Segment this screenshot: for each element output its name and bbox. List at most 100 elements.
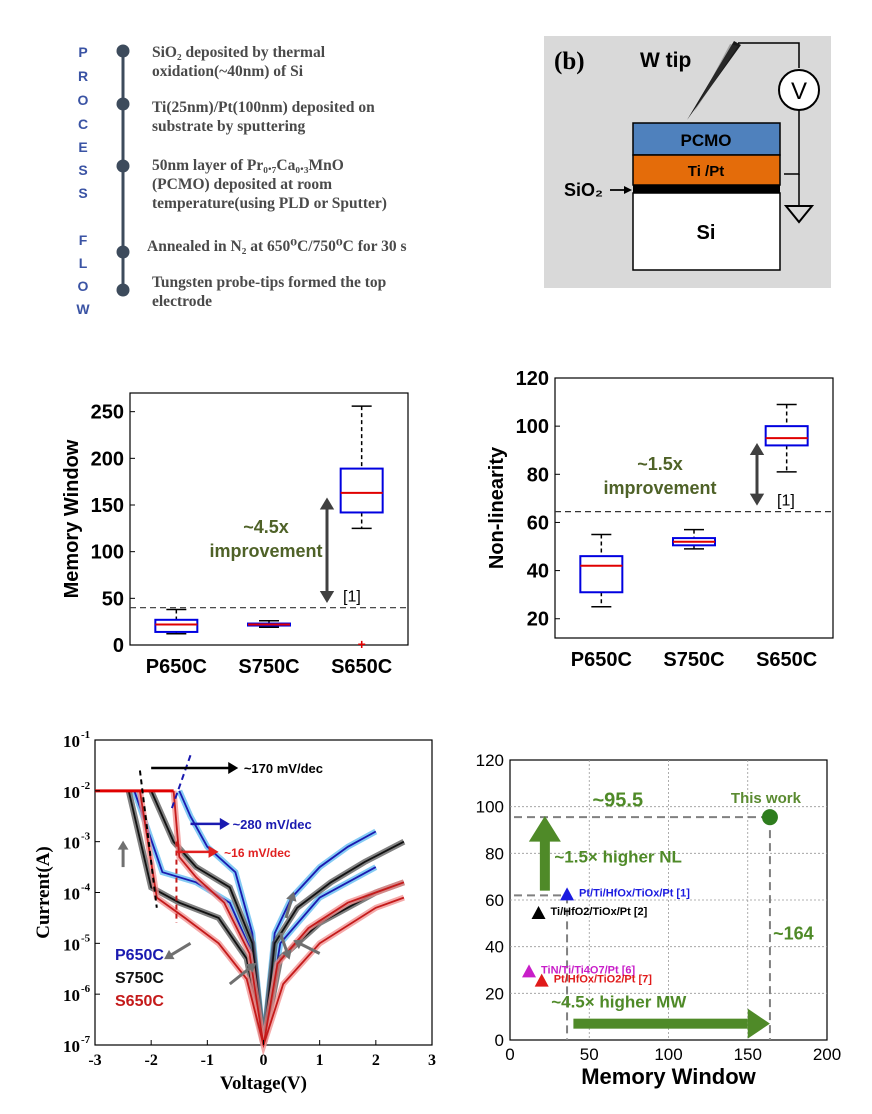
- flow-letter: O: [77, 278, 89, 294]
- data-point-reference: [560, 887, 575, 901]
- improvement-arrow-head: [319, 591, 335, 603]
- flow-letter: L: [78, 255, 88, 271]
- box: [764, 425, 809, 447]
- sio2-label: SiO₂: [564, 180, 603, 200]
- y-tick-label: 20: [527, 609, 549, 631]
- voltmeter-label: V: [791, 78, 807, 105]
- plot-frame: [554, 377, 834, 639]
- pcmo-layer: [632, 122, 781, 156]
- y-tick-label: 10: [63, 986, 80, 1005]
- process-step: Ti(25nm)/Pt(100nm) deposited on substrat…: [152, 99, 375, 135]
- y-tick-label: 250: [91, 402, 124, 424]
- y-tick-label: 10: [63, 1037, 80, 1056]
- nl-arrow: [539, 839, 550, 891]
- x-axis-label: Voltage(V): [220, 1073, 307, 1094]
- tungsten-tip-icon: [687, 41, 741, 120]
- x-tick-label: S650C: [331, 656, 392, 678]
- flow-letter: W: [76, 301, 90, 317]
- x-tick-label: 200: [813, 1045, 841, 1064]
- timeline-dot: [116, 283, 130, 297]
- bm-plot-area: 0 50 100 150 200 0 20 40 60 80 100 120 Memory Window…: [476, 751, 842, 1089]
- y-tick-label: 20: [485, 984, 504, 1003]
- point-label: Ti/HfO2/TiOx/Pt [2]: [551, 906, 648, 918]
- mw-value-label: ~164: [773, 924, 814, 944]
- memory-window-chart: 0 50 100 150 200 250 P650C S750C S650C Memory Win…: [61, 392, 409, 678]
- y-tick-label: 80: [485, 844, 504, 863]
- y-tick-exponent: -6: [81, 983, 91, 995]
- sweep-arrow-head: [281, 949, 292, 960]
- sweep-arrow-head: [245, 962, 257, 973]
- mw-arrow: [573, 1018, 748, 1029]
- improvement-label: ~1.5x: [637, 454, 683, 474]
- pcmo-label: PCMO: [681, 131, 732, 150]
- y-tick-exponent: -7: [81, 1034, 91, 1046]
- flow-letter: S: [78, 162, 88, 178]
- flow-letter: O: [77, 92, 89, 108]
- x-tick-label: 3: [428, 1052, 436, 1069]
- iv-curve-up-core: [172, 790, 405, 1046]
- x-tick-label: 150: [734, 1045, 762, 1064]
- benchmark-chart: 0 50 100 150 200 0 20 40 60 80 100 120 Memory Window…: [476, 751, 842, 1089]
- device-diagram: (b) W tip V PCMO Ti /Pt Si SiO₂: [544, 36, 831, 288]
- sio2-layer: [633, 185, 780, 193]
- sweep-arrow: [296, 941, 321, 955]
- y-tick-label: 120: [516, 370, 549, 390]
- outlier-point: +: [358, 636, 366, 652]
- reference-label: [1]: [777, 493, 795, 510]
- iv-chart: ~170 mV/dec ~280 mV/dec ~16 mV/dec -3 -2 -1 0 1…: [33, 730, 436, 1094]
- improvement-label: ~4.5x: [243, 517, 289, 537]
- process-step: 50nm layer of Pr₀.₇Ca₀.₃MnO (PCMO) depos…: [152, 157, 387, 212]
- slope-arrow-head: [228, 761, 239, 774]
- tipt-label: Ti /Pt: [688, 163, 724, 180]
- nl-plot-area: 20 40 60 80 100 120 P650C S750C S650C Non-lineari…: [486, 370, 834, 671]
- x-tick-label: -2: [145, 1052, 158, 1069]
- sweep-arrow-head: [293, 939, 304, 950]
- process-step: SiO₂ deposited by thermal oxidation(~40n…: [152, 44, 326, 80]
- x-tick-label: 1: [316, 1052, 324, 1069]
- iv-curve-down-core: [139, 790, 405, 1049]
- x-tick-label: S750C: [238, 656, 299, 678]
- sio2-arrow-icon: [624, 186, 632, 194]
- y-tick-label: 100: [516, 416, 549, 438]
- flow-letter: S: [78, 185, 88, 201]
- slope-arrow-head: [208, 845, 219, 858]
- data-point-reference: [522, 964, 537, 978]
- nl-value-label: ~95.5: [592, 790, 643, 812]
- nl-arrow-head: [528, 816, 561, 842]
- y-tick-label: 10: [63, 834, 80, 853]
- process-step: Tungsten probe-tips formed the top elect…: [152, 274, 387, 310]
- box: [579, 555, 624, 594]
- y-tick-label: 80: [527, 464, 549, 486]
- legend-entry: S650C: [115, 993, 164, 1010]
- y-tick-exponent: -4: [81, 882, 91, 894]
- y-tick-exponent: -5: [81, 932, 91, 944]
- y-tick-exponent: -1: [81, 730, 90, 741]
- flow-letter: C: [77, 116, 89, 132]
- y-axis-label: Memory Window: [61, 439, 83, 598]
- y-tick-label: 40: [485, 938, 504, 957]
- mw-improvement-label: ~4.5× higher MW: [551, 992, 687, 1011]
- x-tick-label: 0: [505, 1045, 514, 1064]
- flow-letter: R: [77, 68, 89, 84]
- x-tick-label: 2: [372, 1052, 380, 1069]
- x-tick-label: S650C: [756, 649, 817, 671]
- x-axis-label: Memory Window: [581, 1064, 756, 1089]
- mw-arrow-head: [747, 1008, 770, 1039]
- y-tick-exponent: -2: [81, 780, 91, 792]
- y-tick-label: 100: [91, 542, 124, 564]
- x-tick-label: S750C: [663, 649, 724, 671]
- legend-entry: S750C: [115, 970, 164, 987]
- plot-frame: [129, 392, 409, 646]
- tip-label: W tip: [640, 49, 691, 72]
- timeline-dot: [116, 97, 130, 111]
- sweep-arrow-head: [286, 891, 297, 902]
- improvement-label: improvement: [209, 541, 322, 561]
- x-tick-label: P650C: [571, 649, 632, 671]
- reference-label: [1]: [343, 589, 361, 606]
- flow-letter: P: [78, 44, 88, 60]
- y-tick-label: 0: [113, 635, 124, 657]
- sweep-arrow: [228, 965, 253, 986]
- y-tick-label: 60: [485, 891, 504, 910]
- nl-improvement-label: ~1.5× higher NL: [554, 848, 682, 867]
- sweep-arrow-head: [117, 840, 129, 850]
